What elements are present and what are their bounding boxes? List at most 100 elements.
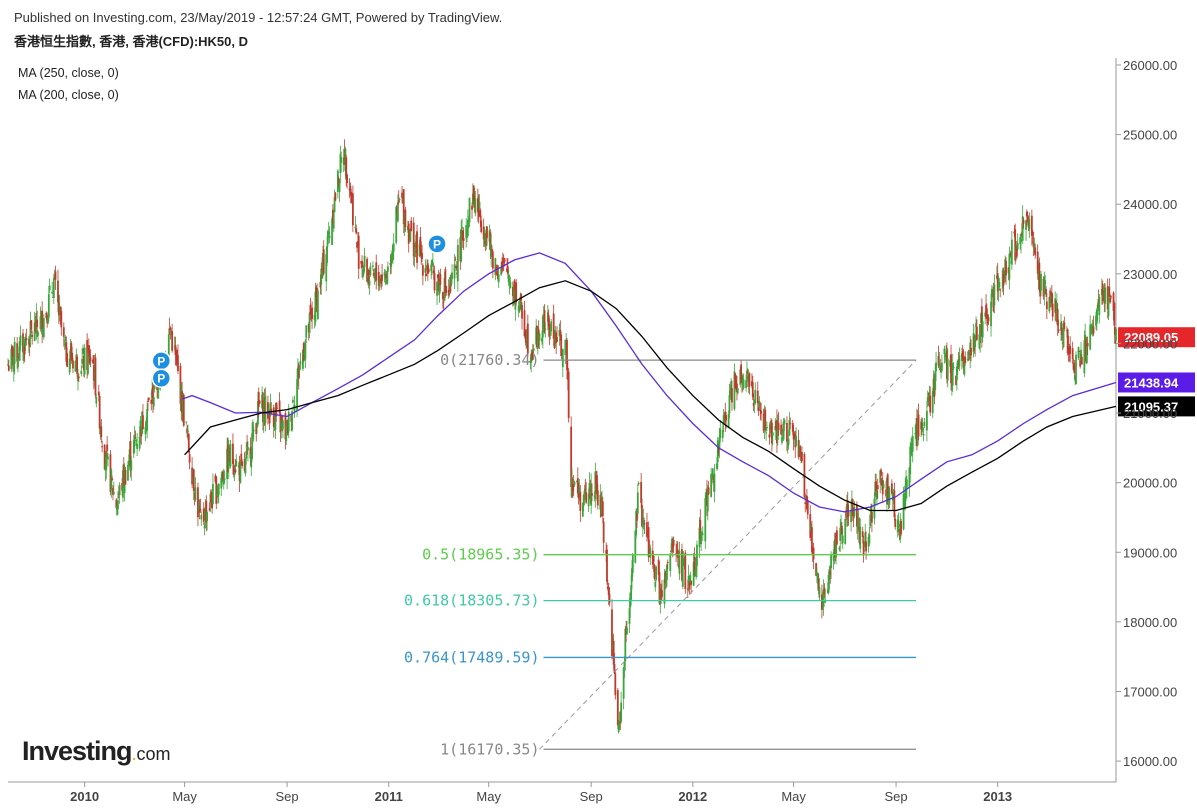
candle-up bbox=[87, 353, 89, 374]
price-tag-label: 21438.94 bbox=[1124, 375, 1179, 390]
candle-up bbox=[745, 380, 748, 389]
candle-down bbox=[270, 408, 273, 414]
indicator-label-ma250[interactable]: MA (250, close, 0) bbox=[18, 66, 119, 80]
candle-down bbox=[147, 397, 150, 401]
candle-up bbox=[1098, 296, 1101, 316]
candle-up bbox=[222, 479, 225, 485]
candle-down bbox=[419, 236, 422, 251]
candle-down bbox=[234, 469, 237, 473]
candle-up bbox=[244, 457, 247, 474]
candle-down bbox=[556, 337, 558, 342]
candle-down bbox=[169, 327, 172, 330]
candle-down bbox=[526, 323, 529, 354]
candle-down bbox=[693, 557, 696, 576]
candle-up bbox=[711, 468, 714, 479]
candle-down bbox=[602, 521, 605, 543]
candle-up bbox=[424, 268, 427, 273]
candle-up bbox=[873, 498, 876, 519]
x-tick-label: May bbox=[781, 789, 806, 804]
candle-up bbox=[952, 366, 955, 369]
candle-up bbox=[338, 181, 341, 192]
candle-up bbox=[112, 492, 115, 495]
candle-up bbox=[951, 363, 954, 386]
candle-up bbox=[655, 566, 658, 580]
candle-down bbox=[45, 312, 48, 319]
candle-down bbox=[357, 235, 360, 269]
candle-up bbox=[966, 358, 969, 360]
candle-up bbox=[1090, 328, 1092, 334]
candle-down bbox=[454, 259, 457, 261]
candle-up bbox=[197, 505, 200, 512]
candle-down bbox=[506, 266, 509, 274]
candle-down bbox=[657, 559, 660, 575]
candle-down bbox=[101, 446, 104, 448]
candle-down bbox=[421, 252, 423, 260]
candle-down bbox=[777, 422, 780, 431]
candle-up bbox=[746, 370, 748, 374]
candle-up bbox=[879, 470, 882, 483]
candle-down bbox=[489, 232, 492, 250]
candle-up bbox=[783, 420, 786, 425]
candle-down bbox=[7, 365, 10, 371]
candle-up bbox=[52, 277, 55, 298]
candle-down bbox=[472, 185, 475, 201]
candle-down bbox=[281, 415, 283, 423]
candle-up bbox=[206, 512, 209, 522]
candle-down bbox=[147, 400, 149, 402]
candle-up bbox=[157, 390, 159, 393]
candle-down bbox=[531, 352, 533, 361]
candle-down bbox=[999, 289, 1002, 291]
y-tick-label: 17000.00 bbox=[1123, 685, 1177, 700]
candle-up bbox=[934, 371, 937, 391]
marker-p-label: P bbox=[157, 372, 165, 386]
candle-down bbox=[571, 483, 574, 492]
candle-down bbox=[187, 434, 190, 453]
candle-up bbox=[7, 364, 9, 366]
candle-up bbox=[1010, 239, 1013, 265]
candle-up bbox=[430, 264, 433, 272]
candle-down bbox=[410, 220, 413, 231]
candle-down bbox=[442, 301, 445, 303]
candle-down bbox=[222, 471, 224, 481]
candle-up bbox=[827, 575, 830, 593]
candle-up bbox=[304, 340, 307, 360]
candle-up bbox=[911, 435, 914, 452]
candle-down bbox=[675, 553, 678, 555]
candle-down bbox=[106, 444, 109, 451]
marker-p-icon bbox=[427, 234, 447, 254]
candle-up bbox=[333, 196, 336, 213]
candle-up bbox=[456, 245, 459, 282]
candle-down bbox=[1036, 251, 1039, 274]
candle-up bbox=[816, 572, 818, 576]
candle-down bbox=[851, 499, 854, 517]
candle-down bbox=[560, 334, 563, 357]
candle-down bbox=[567, 371, 570, 419]
candle-down bbox=[865, 541, 867, 552]
candle-up bbox=[519, 296, 522, 310]
candle-up bbox=[733, 371, 736, 410]
candle-down bbox=[523, 310, 526, 337]
candle-up bbox=[981, 321, 984, 338]
candle-down bbox=[817, 578, 820, 591]
candle-up bbox=[167, 334, 170, 361]
indicator-label-ma200[interactable]: MA (200, close, 0) bbox=[18, 88, 119, 102]
candle-down bbox=[1022, 219, 1025, 224]
candle-down bbox=[1080, 356, 1083, 365]
candle-down bbox=[970, 347, 972, 356]
candle-up bbox=[391, 244, 394, 261]
candle-up bbox=[573, 481, 576, 486]
candle-up bbox=[944, 356, 947, 358]
candle-down bbox=[570, 426, 573, 488]
candle-up bbox=[308, 313, 311, 333]
y-tick-label: 21000.00 bbox=[1123, 406, 1177, 421]
candle-down bbox=[455, 265, 458, 269]
candle-down bbox=[666, 561, 669, 564]
candle-down bbox=[1056, 308, 1059, 326]
candle-up bbox=[509, 281, 512, 288]
candle-up bbox=[368, 280, 371, 286]
candle-down bbox=[210, 492, 213, 503]
candle-up bbox=[325, 254, 328, 282]
candle-up bbox=[203, 525, 206, 529]
candle-up bbox=[765, 432, 768, 434]
